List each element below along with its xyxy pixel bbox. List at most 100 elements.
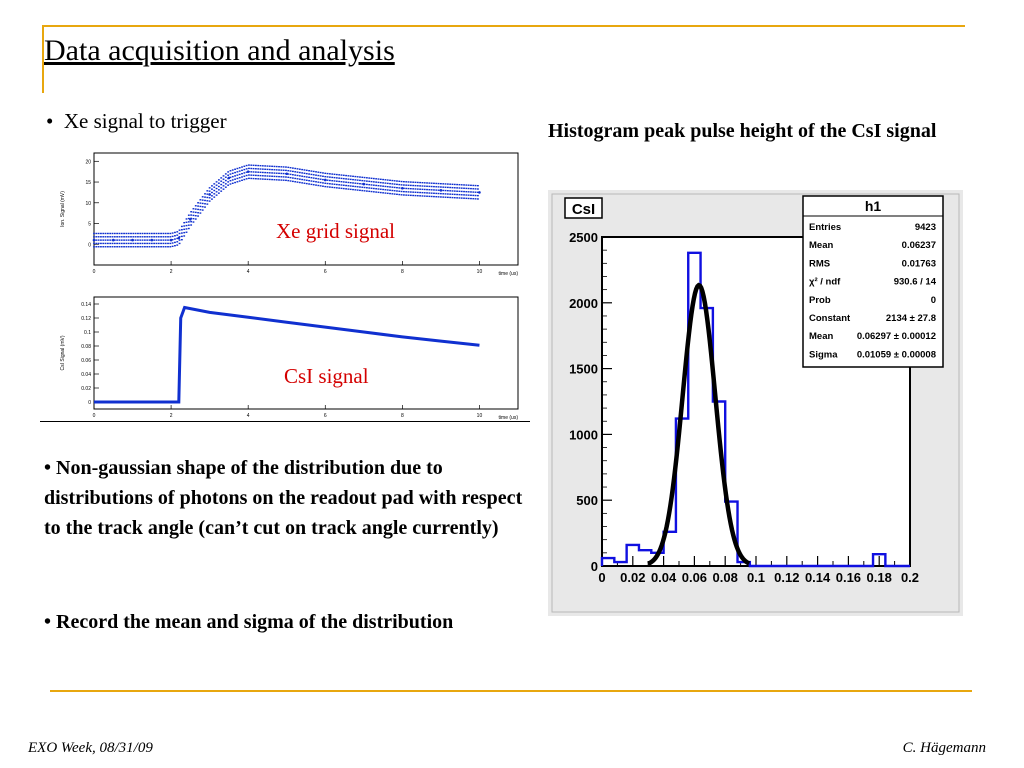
xe-signal-point [409, 191, 412, 193]
xe-signal-point [236, 181, 239, 183]
xe-signal-point [331, 183, 334, 185]
xe-signal-point [127, 232, 130, 235]
xe-signal-point [167, 239, 169, 241]
xe-signal-point [301, 178, 304, 181]
xe-signal-point [280, 179, 283, 181]
y-tick-label: 20 [85, 159, 91, 165]
xe-signal-point [222, 178, 225, 180]
xe-signal-point [446, 193, 449, 195]
xe-signal-point [382, 188, 384, 191]
footer-author: C. Hägemann [902, 740, 986, 756]
stats-row-label: χ² / ndf [809, 277, 841, 288]
xe-signal-point [261, 168, 264, 170]
xe-signal-point [333, 183, 336, 185]
xe-signal-point [409, 181, 412, 183]
xe-signal-point [324, 182, 327, 184]
xe-signal-point [335, 180, 338, 182]
xe-signal-point [386, 179, 389, 181]
xe-signal-point [116, 236, 119, 238]
xe-signal-point [187, 217, 190, 220]
xe-signal-point [421, 191, 424, 194]
xe-signal-point [229, 170, 232, 172]
xe-signal-point [143, 236, 146, 238]
xe-signal-point [338, 177, 341, 179]
xe-signal-point [236, 171, 239, 173]
xe-signal-point [345, 174, 347, 177]
xe-signal-point [396, 186, 398, 189]
xe-signal-point [345, 188, 347, 190]
xe-signal-point [118, 246, 121, 248]
xe-signal-point [294, 177, 297, 180]
xe-signal-point [150, 232, 153, 235]
xe-signal-point [298, 178, 301, 180]
xe-signal-point [104, 246, 107, 248]
xe-signal-point [356, 179, 359, 181]
xe-signal-point [389, 192, 391, 195]
xe-signal-point [271, 172, 273, 174]
xe-signal-point [220, 187, 223, 189]
xe-signal-point [458, 197, 461, 199]
xe-signal-point [446, 183, 449, 185]
xe-signal-point [456, 183, 458, 186]
xe-signal-point [148, 242, 151, 245]
xe-signal-point [243, 178, 246, 181]
xe-signal-point [120, 232, 123, 235]
xe-signal-point [273, 172, 276, 174]
xe-signal-point [310, 183, 313, 186]
stats-row-label: RMS [809, 258, 830, 269]
stats-row-value: 0.01763 [902, 258, 936, 269]
xe-signal-point [463, 194, 465, 196]
xe-signal-point [301, 172, 304, 174]
xe-signal-point [153, 242, 156, 245]
xe-signal-point [146, 239, 149, 241]
xe-signal-point [287, 166, 290, 169]
xe-signal-point [268, 175, 271, 177]
xe-signal-point [291, 180, 294, 183]
xe-signal-point [178, 236, 181, 238]
hist-x-tick-label: 0.2 [901, 570, 919, 585]
xe-signal-point [340, 181, 343, 183]
xe-signal-point [109, 246, 112, 248]
xe-signal-point [248, 167, 250, 170]
xe-signal-point [109, 232, 112, 235]
xe-signal-point [176, 241, 179, 243]
xe-signal-point [132, 246, 135, 248]
xe-signal-point [440, 182, 442, 185]
stats-row-label: Mean [809, 331, 833, 342]
xe-signal-point [125, 239, 128, 241]
xe-signal-point [146, 236, 149, 238]
xe-signal-point [328, 179, 331, 182]
xe-signal-point [465, 187, 468, 190]
xe-signal-point [433, 189, 435, 191]
xe-signal-point [169, 236, 172, 238]
xe-signal-point [430, 192, 433, 194]
xe-signal-point [259, 178, 262, 180]
xe-signal-point [305, 172, 308, 175]
xe-signal-point [453, 193, 456, 196]
xe-signal-point [375, 181, 378, 183]
xe-signal-point [204, 196, 206, 198]
xe-signal-point [386, 185, 389, 188]
xe-signal-point [433, 182, 435, 185]
xe-signal-point [467, 187, 470, 190]
xe-signal-point [153, 236, 156, 238]
xe-signal-point [264, 165, 267, 167]
xe-signal-point [289, 173, 292, 176]
xe-signal-point [180, 225, 183, 228]
xe-signal-point [382, 178, 384, 181]
xe-signal-point [164, 246, 167, 248]
stats-row-value: 0.06237 [902, 240, 936, 251]
xe-signal-point [437, 189, 440, 191]
xe-signal-point [222, 175, 225, 177]
xe-signal-point [287, 169, 290, 172]
xe-signal-point [252, 177, 255, 180]
xe-signal-point [162, 242, 165, 245]
xe-signal-point [197, 208, 199, 211]
xe-signal-point [146, 232, 149, 235]
xe-signal-point [400, 194, 403, 196]
xe-signal-point [359, 182, 361, 185]
xe-signal-point [366, 187, 368, 189]
xe-signal-point [412, 184, 415, 187]
xe-signal-point [361, 176, 364, 179]
xe-signal-point [460, 197, 463, 199]
